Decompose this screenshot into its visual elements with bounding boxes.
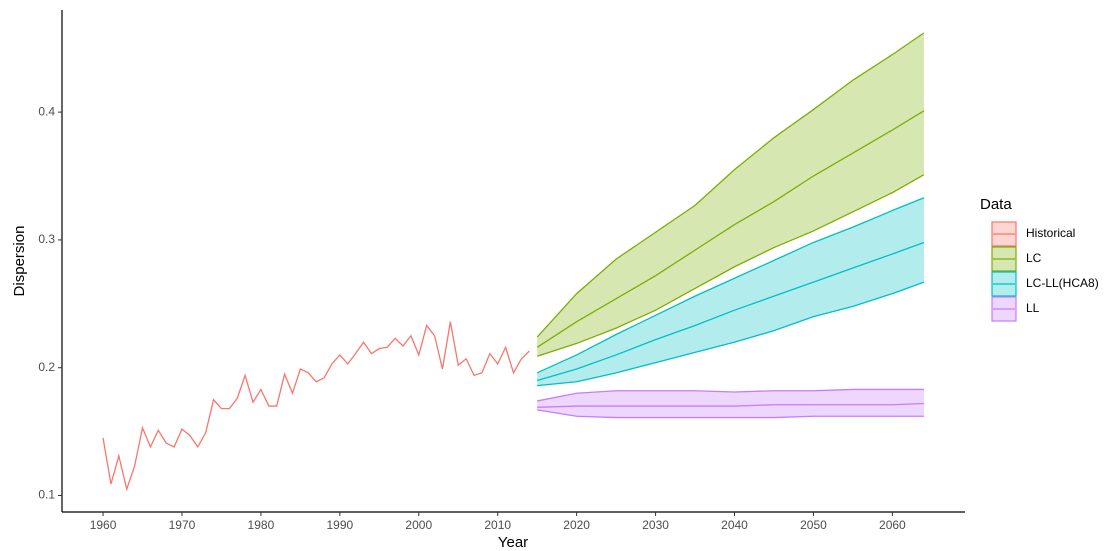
band-lower — [537, 409, 924, 419]
series-line — [537, 402, 924, 408]
x-tick-label: 1990 — [326, 518, 353, 532]
series-line — [536, 241, 925, 382]
legend-title: Data — [980, 196, 1012, 213]
band-lower — [537, 281, 925, 387]
band-lower — [536, 174, 925, 357]
y-tick-label: 0.2 — [38, 360, 55, 374]
x-tick-label: 2030 — [642, 518, 669, 532]
x-tick-label: 1960 — [90, 518, 117, 532]
y-tick-label: 0.1 — [38, 488, 55, 502]
legend-label: Historical — [1026, 226, 1075, 240]
series-line — [536, 110, 925, 348]
x-tick-label: 2010 — [484, 518, 511, 532]
x-tick-label: 1970 — [169, 518, 196, 532]
band-fill — [537, 32, 924, 357]
x-tick-label: 2040 — [721, 518, 748, 532]
x-tick-label: 2000 — [405, 518, 432, 532]
y-axis-title: Dispersion — [11, 226, 28, 297]
band-upper — [536, 32, 925, 338]
x-tick-label: 2020 — [563, 518, 590, 532]
series-line — [102, 321, 530, 492]
band-fill — [537, 197, 924, 386]
legend-label: LL — [1026, 301, 1040, 315]
band-upper — [536, 197, 925, 374]
x-tick-label: 2050 — [800, 518, 827, 532]
y-tick-label: 0.4 — [38, 104, 55, 118]
x-tick-label: 1980 — [248, 518, 275, 532]
y-tick-label: 0.3 — [38, 232, 55, 246]
legend-label: LC-LL(HCA8) — [1026, 276, 1099, 290]
legend-label: LC — [1026, 251, 1042, 265]
x-tick-label: 2060 — [879, 518, 906, 532]
band-fill — [537, 389, 924, 418]
band-upper — [537, 388, 924, 402]
x-axis-title: Year — [498, 534, 528, 551]
